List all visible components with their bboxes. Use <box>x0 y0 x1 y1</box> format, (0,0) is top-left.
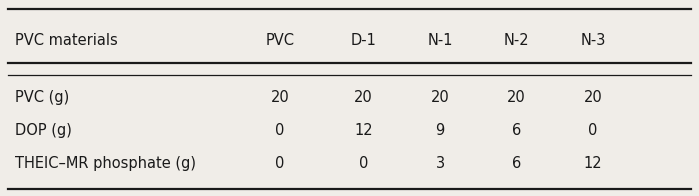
Text: PVC: PVC <box>266 33 294 48</box>
Text: 6: 6 <box>512 123 521 138</box>
Text: THEIC–MR phosphate (g): THEIC–MR phosphate (g) <box>15 156 196 171</box>
Text: 12: 12 <box>584 156 603 171</box>
Text: 20: 20 <box>431 91 449 105</box>
Text: D-1: D-1 <box>350 33 376 48</box>
Text: 20: 20 <box>507 91 526 105</box>
Text: 0: 0 <box>589 123 598 138</box>
Text: 20: 20 <box>584 91 603 105</box>
Text: DOP (g): DOP (g) <box>15 123 72 138</box>
Text: N-1: N-1 <box>427 33 453 48</box>
Text: 20: 20 <box>271 91 289 105</box>
Text: N-2: N-2 <box>504 33 529 48</box>
Text: PVC materials: PVC materials <box>15 33 118 48</box>
Text: 6: 6 <box>512 156 521 171</box>
Text: 0: 0 <box>275 156 284 171</box>
Text: N-3: N-3 <box>580 33 606 48</box>
Text: 0: 0 <box>275 123 284 138</box>
Text: 9: 9 <box>435 123 445 138</box>
Text: 0: 0 <box>359 156 368 171</box>
Text: 12: 12 <box>354 123 373 138</box>
Text: 3: 3 <box>435 156 445 171</box>
Text: 20: 20 <box>354 91 373 105</box>
Text: PVC (g): PVC (g) <box>15 91 70 105</box>
